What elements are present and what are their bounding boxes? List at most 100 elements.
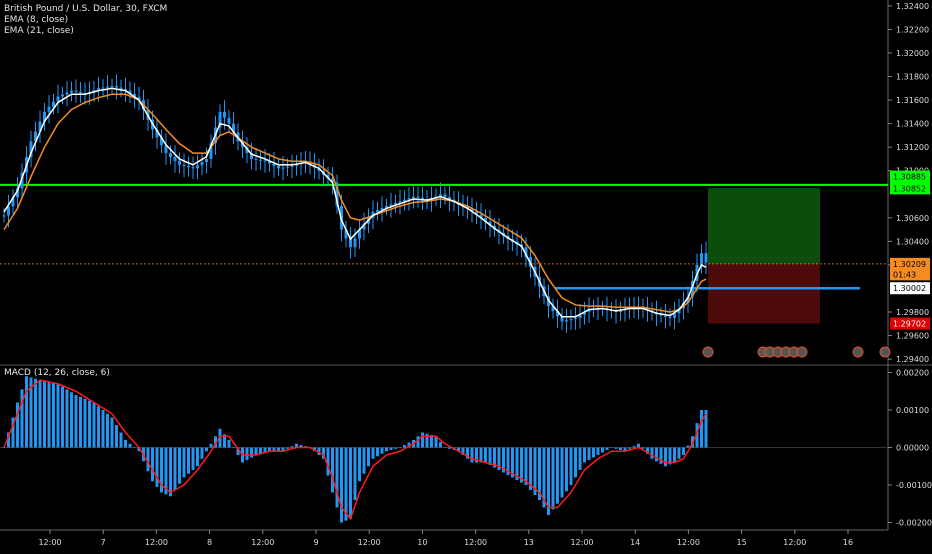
macd-histogram-bar bbox=[151, 447, 154, 482]
stop-price-label: 1.29702 bbox=[893, 320, 926, 329]
event-marker-icon[interactable] bbox=[796, 346, 808, 358]
macd-histogram-bar bbox=[529, 447, 532, 490]
macd-histogram-bar bbox=[16, 402, 19, 448]
event-marker-icon[interactable] bbox=[879, 346, 891, 358]
macd-histogram-bar bbox=[497, 447, 501, 470]
candle-body bbox=[200, 162, 204, 166]
macd-histogram-bar bbox=[551, 447, 555, 510]
candle-body bbox=[20, 172, 24, 189]
candle-body bbox=[245, 147, 249, 154]
macd-histogram-bar bbox=[200, 447, 204, 459]
macd-histogram-bar bbox=[574, 447, 577, 478]
candle-body bbox=[169, 153, 172, 157]
candle-body bbox=[7, 206, 10, 216]
candle-body bbox=[704, 253, 708, 263]
macd-histogram-bar bbox=[268, 447, 271, 452]
macd-histogram-bar bbox=[511, 447, 514, 478]
time-tick-label: 10 bbox=[417, 538, 427, 547]
time-tick-label: 16 bbox=[843, 538, 853, 547]
candle-body bbox=[2, 215, 6, 217]
candle-body bbox=[137, 96, 141, 101]
macd-histogram-bar bbox=[227, 440, 231, 448]
candle-body bbox=[560, 316, 564, 322]
candle-body bbox=[227, 117, 231, 124]
time-tick-label: 13 bbox=[524, 538, 534, 547]
macd-histogram-bar bbox=[596, 447, 600, 455]
candle-body bbox=[574, 317, 577, 320]
macd-histogram-bar bbox=[614, 447, 618, 449]
macd-histogram-bar bbox=[695, 423, 699, 448]
macd-histogram-bar bbox=[646, 447, 649, 454]
macd-histogram-bar bbox=[349, 447, 352, 519]
macd-histogram-bar bbox=[515, 447, 519, 480]
macd-histogram-bar bbox=[218, 428, 222, 448]
candle-body bbox=[182, 164, 186, 167]
candle-body bbox=[403, 199, 406, 202]
candle-body bbox=[16, 188, 19, 198]
entry-price-label-bg bbox=[890, 282, 930, 295]
candle-body bbox=[209, 143, 213, 159]
macd-histogram-bar bbox=[398, 447, 402, 448]
macd-histogram-bar bbox=[443, 447, 447, 448]
macd-histogram-bar bbox=[655, 447, 658, 462]
macd-histogram-bar bbox=[533, 447, 537, 495]
macd-histogram-bar bbox=[704, 410, 708, 448]
candle-body bbox=[326, 174, 330, 179]
time-tick-label: 12:00 bbox=[38, 538, 61, 547]
macd-histogram-bar bbox=[682, 447, 685, 455]
candle-body bbox=[187, 166, 190, 168]
price-tick-label: 1.31200 bbox=[896, 143, 929, 152]
countdown-label-bg bbox=[890, 268, 930, 281]
macd-histogram-bar bbox=[583, 447, 586, 463]
macd-histogram-bar bbox=[344, 447, 348, 521]
candle-body bbox=[11, 197, 15, 207]
candle-body bbox=[223, 111, 226, 118]
time-tick-label: 12:00 bbox=[570, 538, 593, 547]
macd-histogram-bar bbox=[362, 447, 366, 474]
macd-histogram-bar bbox=[182, 447, 186, 478]
macd-histogram-bar bbox=[133, 447, 136, 448]
candle-body bbox=[659, 314, 663, 316]
macd-histogram-bar bbox=[668, 447, 672, 465]
macd-histogram-bar bbox=[484, 447, 487, 463]
time-tick-label: 12:00 bbox=[358, 538, 381, 547]
time-tick-label: 12:00 bbox=[464, 538, 487, 547]
time-tick-label: 12:00 bbox=[677, 538, 700, 547]
stop-loss-zone[interactable] bbox=[708, 263, 820, 324]
macd-histogram-bar bbox=[367, 447, 370, 467]
macd-histogram-bar bbox=[376, 447, 379, 457]
macd-histogram-bar bbox=[686, 445, 690, 448]
candle-body bbox=[358, 229, 361, 239]
macd-histogram-bar bbox=[259, 447, 262, 454]
candle-body bbox=[443, 194, 447, 198]
macd-histogram-bar bbox=[623, 447, 627, 452]
macd-histogram-bar bbox=[29, 377, 33, 448]
macd-histogram-bar bbox=[263, 447, 267, 453]
macd-title: MACD (12, 26, close, 6) bbox=[4, 368, 110, 378]
macd-histogram-bar bbox=[214, 436, 217, 448]
take-profit-zone[interactable] bbox=[708, 188, 820, 264]
macd-histogram-bar bbox=[439, 441, 442, 448]
macd-histogram-bar bbox=[299, 445, 303, 448]
candle-body bbox=[583, 311, 586, 315]
macd-histogram-bar bbox=[164, 447, 168, 495]
macd-histogram-bar bbox=[277, 447, 280, 452]
event-marker-icon[interactable] bbox=[852, 346, 864, 358]
candle-body bbox=[335, 182, 339, 207]
candle-body bbox=[106, 86, 109, 88]
macd-tick-label: -0.00100 bbox=[896, 481, 932, 490]
macd-histogram-bar bbox=[250, 447, 253, 458]
event-marker-icon[interactable] bbox=[702, 346, 714, 358]
macd-histogram-bar bbox=[146, 447, 150, 472]
ema-slow-line bbox=[3, 93, 707, 313]
macd-histogram-bar bbox=[196, 447, 199, 467]
macd-histogram-bar bbox=[34, 378, 37, 448]
candle-body bbox=[110, 85, 114, 87]
macd-tick-label: 0.00000 bbox=[896, 444, 929, 453]
macd-histogram-bar bbox=[106, 413, 109, 448]
candle-body bbox=[412, 196, 415, 199]
macd-histogram-bar bbox=[430, 435, 433, 448]
candle-body bbox=[565, 320, 568, 322]
candle-body bbox=[160, 137, 163, 146]
